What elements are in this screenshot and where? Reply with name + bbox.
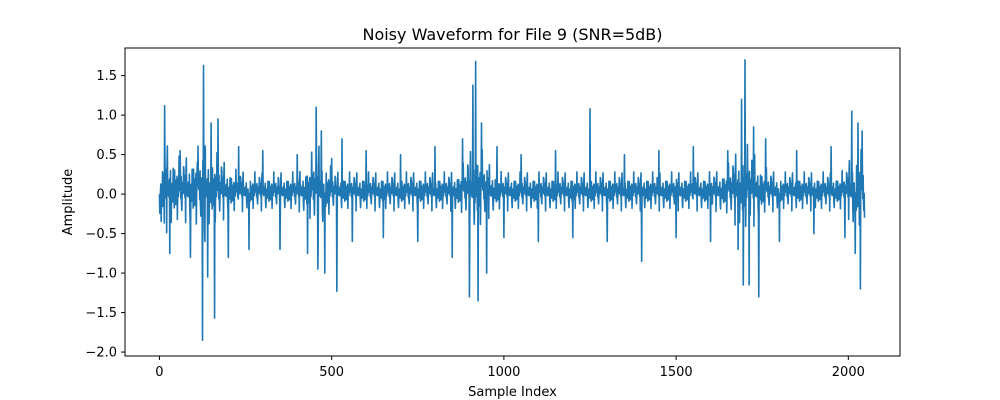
chart-title: Noisy Waveform for File 9 (SNR=5dB) xyxy=(362,25,662,44)
y-tick-label: −1.5 xyxy=(85,306,117,321)
x-tick-label: 1000 xyxy=(487,365,520,380)
waveform-series-line xyxy=(158,59,866,342)
y-tick-label: −1.0 xyxy=(85,267,117,282)
y-axis-label: Amplitude xyxy=(61,169,76,236)
x-axis-label: Sample Index xyxy=(468,385,557,400)
plot-area xyxy=(158,59,866,342)
x-axis-ticks: 0 500 1000 1500 2000 xyxy=(155,356,865,380)
x-tick-label: 0 xyxy=(155,365,163,380)
y-tick-label: 1.5 xyxy=(96,69,117,84)
y-axis-ticks: −2.0 −1.5 −1.0 −0.5 0.0 0.5 1.0 1.5 xyxy=(85,69,125,361)
y-tick-label: 0.5 xyxy=(96,148,117,163)
x-tick-label: 2000 xyxy=(832,365,865,380)
y-tick-label: −2.0 xyxy=(85,346,117,361)
x-tick-label: 1500 xyxy=(660,365,693,380)
y-tick-label: 0.0 xyxy=(96,188,117,203)
y-tick-label: 1.0 xyxy=(96,109,117,124)
x-tick-label: 500 xyxy=(319,365,344,380)
y-tick-label: −0.5 xyxy=(85,227,117,242)
axes-frame xyxy=(124,47,901,357)
